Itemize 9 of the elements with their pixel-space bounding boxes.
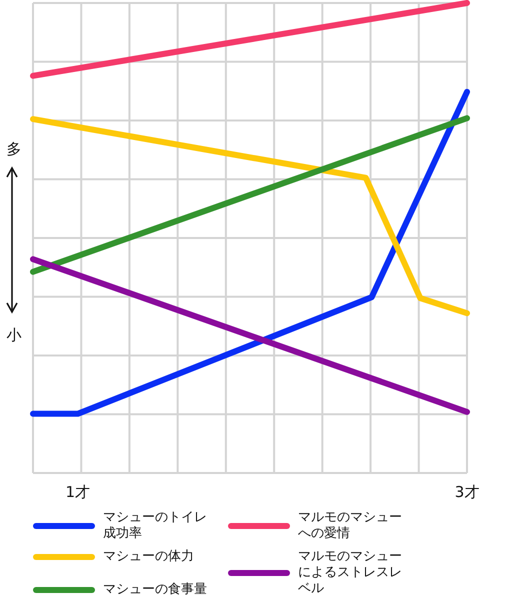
legend-label: マルモのマシューによるストレスレベル	[298, 549, 403, 597]
legend-label: マシューの体力	[103, 549, 194, 565]
x-tick-label: 3才	[454, 483, 480, 501]
text: 小	[6, 326, 22, 344]
legend-label: マルモのマシューへの愛情	[298, 510, 403, 542]
x-tick-label: 1才	[65, 483, 90, 501]
legend-label: マシューのトイレ成功率	[103, 510, 208, 542]
legend-label: マシューの食事量	[103, 582, 207, 598]
text: 多	[6, 140, 22, 158]
